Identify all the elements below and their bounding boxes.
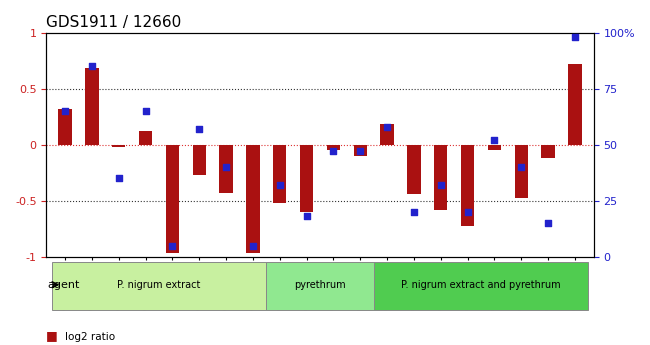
- Point: [274, 182, 285, 188]
- Text: pyrethrum: pyrethrum: [294, 280, 346, 290]
- Bar: [327, 145, 340, 150]
- Point: [60, 108, 70, 114]
- Bar: [166, 145, 179, 253]
- Point: [569, 34, 580, 40]
- Point: [221, 164, 231, 170]
- FancyBboxPatch shape: [266, 262, 374, 310]
- Bar: [380, 125, 394, 145]
- Bar: [541, 145, 554, 158]
- Bar: [220, 145, 233, 193]
- Bar: [192, 145, 206, 175]
- Point: [409, 209, 419, 215]
- Text: GDS1911 / 12660: GDS1911 / 12660: [46, 15, 181, 30]
- Point: [140, 108, 151, 114]
- Bar: [273, 145, 287, 203]
- Text: ■: ■: [46, 342, 57, 345]
- Text: P. nigrum extract: P. nigrum extract: [118, 280, 201, 290]
- FancyBboxPatch shape: [52, 262, 266, 310]
- Point: [114, 176, 124, 181]
- Text: log2 ratio: log2 ratio: [65, 332, 115, 342]
- Bar: [568, 64, 582, 145]
- Point: [355, 149, 365, 154]
- Point: [516, 164, 526, 170]
- Point: [328, 149, 339, 154]
- Point: [194, 126, 205, 132]
- Point: [543, 220, 553, 226]
- Point: [302, 214, 312, 219]
- Bar: [300, 145, 313, 212]
- Bar: [85, 68, 99, 145]
- Bar: [58, 109, 72, 145]
- Point: [248, 243, 258, 248]
- Bar: [461, 145, 474, 226]
- Point: [86, 63, 97, 69]
- Bar: [434, 145, 447, 210]
- Point: [462, 209, 473, 215]
- FancyBboxPatch shape: [374, 262, 588, 310]
- Bar: [139, 131, 152, 145]
- Bar: [407, 145, 421, 194]
- Bar: [246, 145, 259, 253]
- Point: [382, 124, 392, 129]
- Point: [436, 182, 446, 188]
- Point: [489, 137, 500, 143]
- Text: P. nigrum extract and pyrethrum: P. nigrum extract and pyrethrum: [401, 280, 561, 290]
- Bar: [354, 145, 367, 156]
- Bar: [112, 145, 125, 147]
- Text: agent: agent: [47, 280, 79, 290]
- Point: [167, 243, 177, 248]
- Bar: [488, 145, 501, 150]
- Bar: [515, 145, 528, 198]
- Text: ■: ■: [46, 328, 57, 342]
